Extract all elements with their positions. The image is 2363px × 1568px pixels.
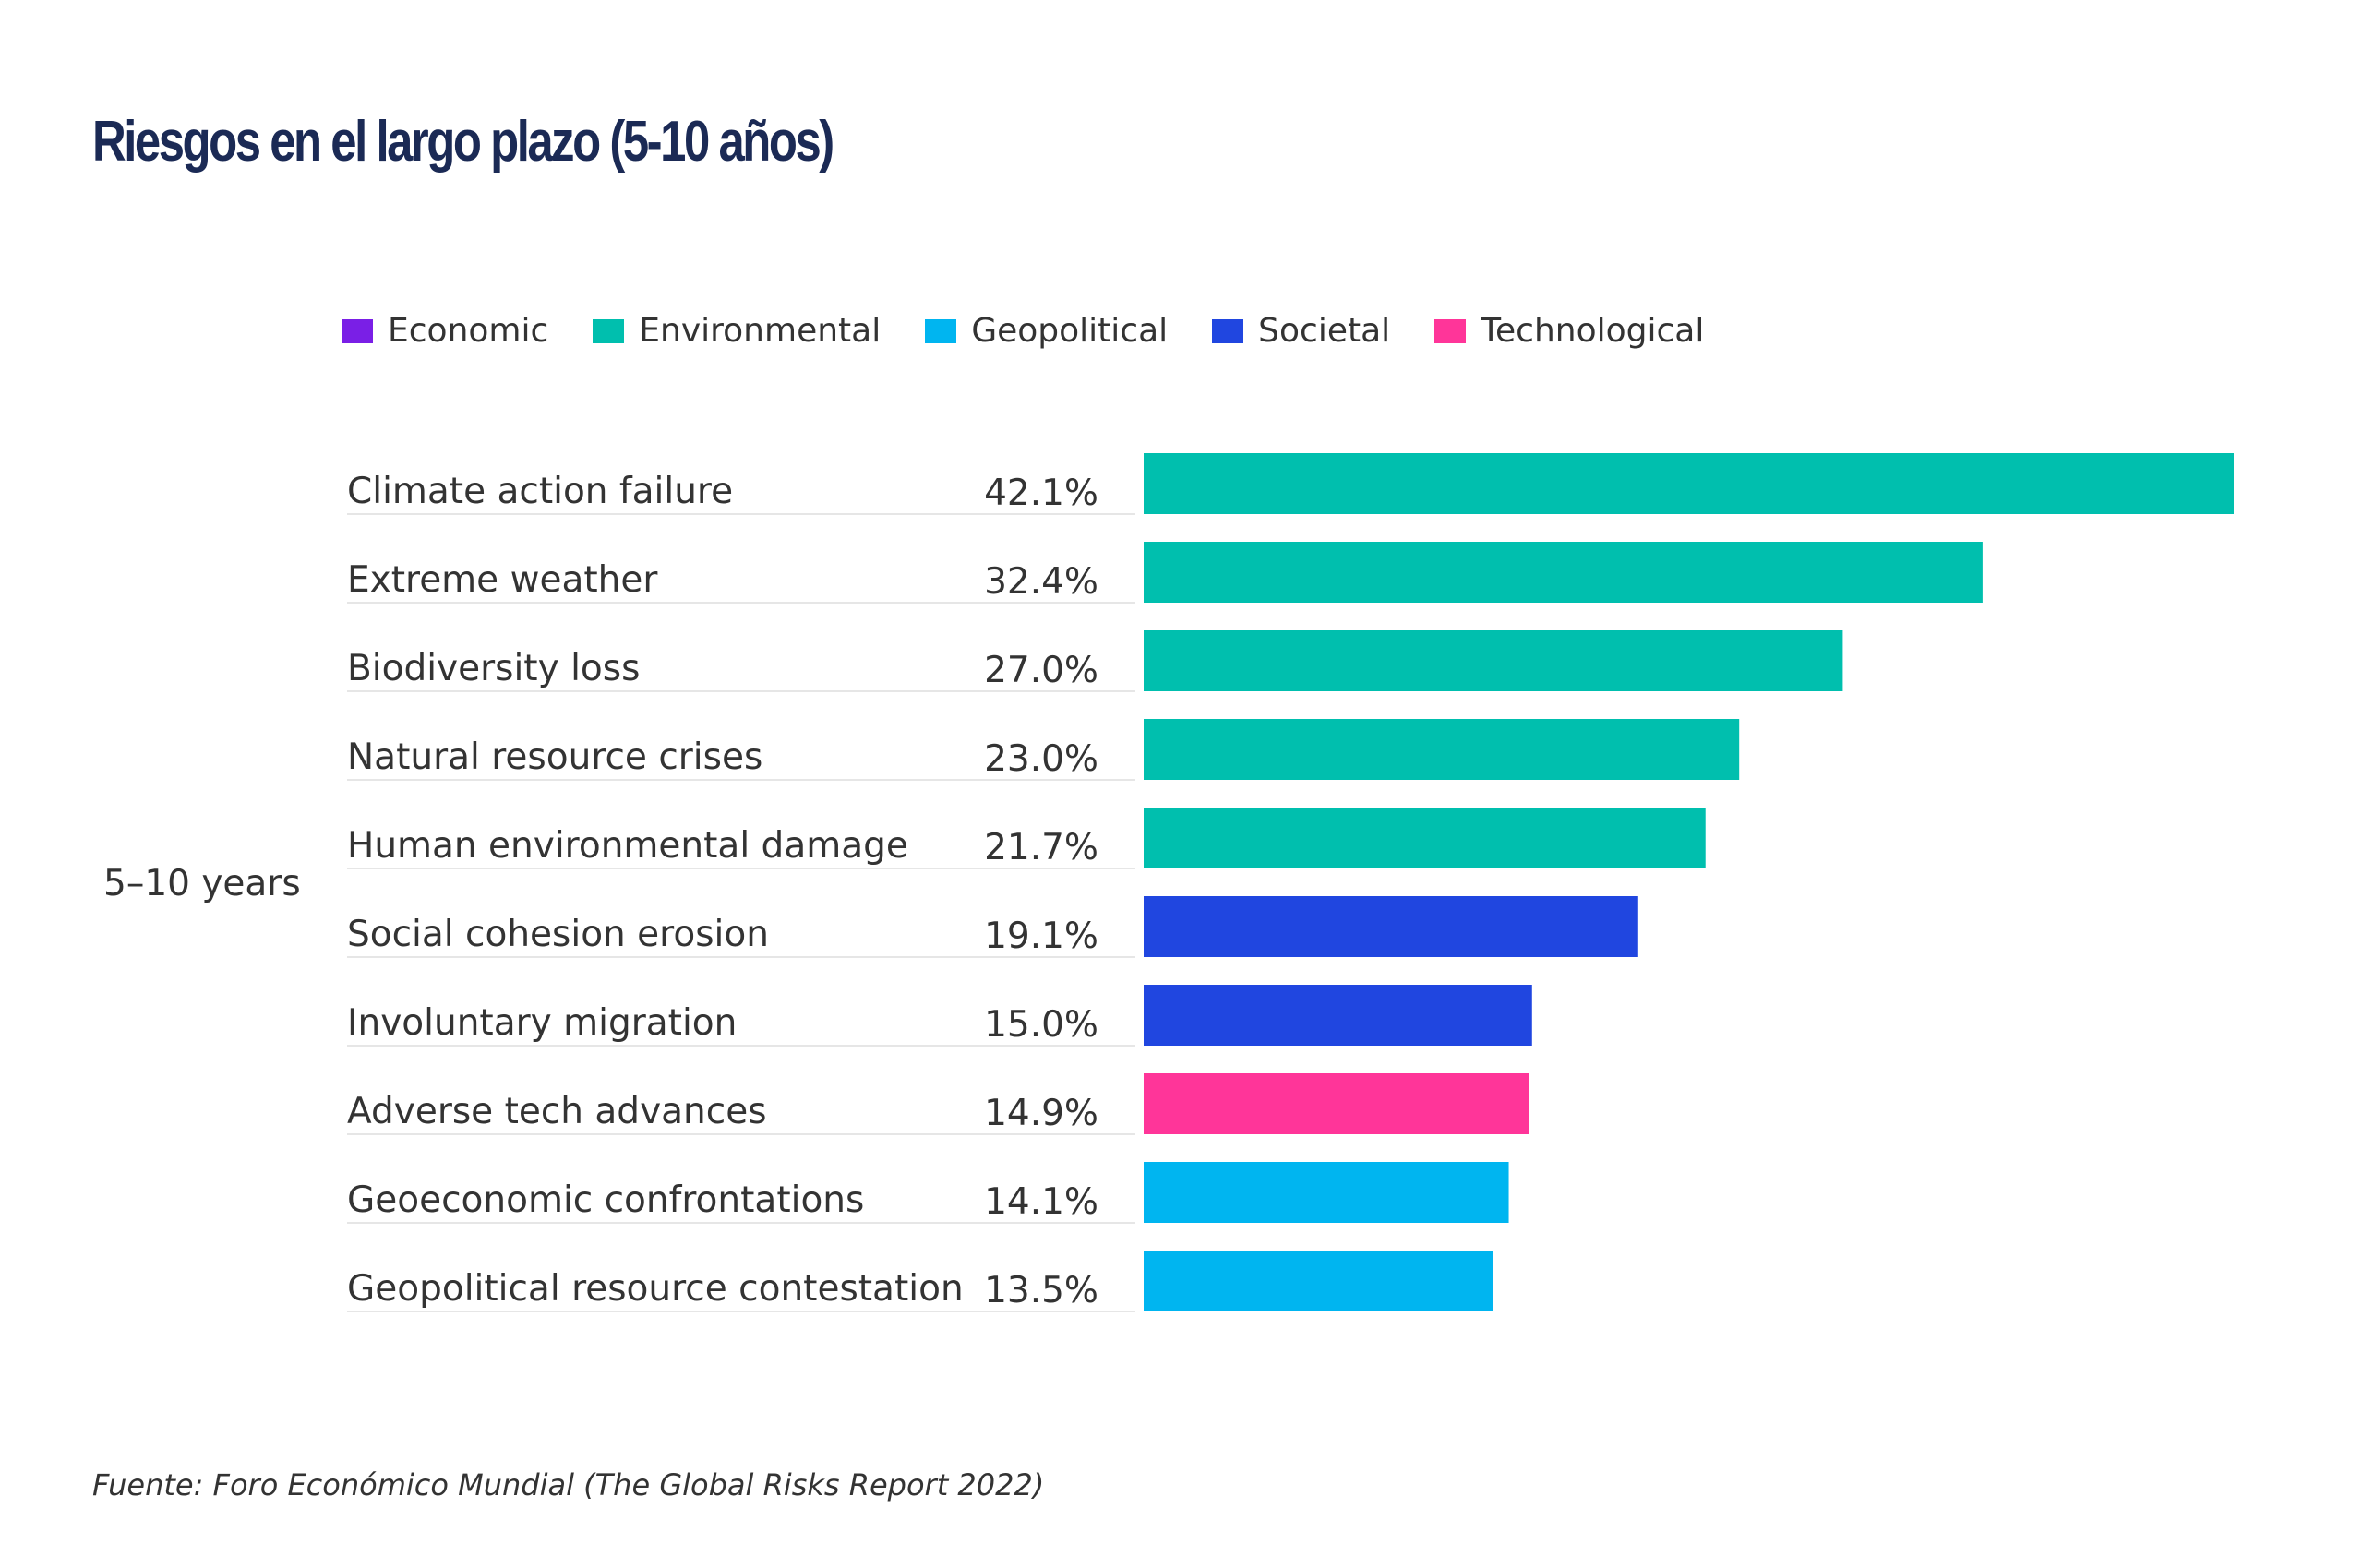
legend-swatch xyxy=(925,318,957,343)
legend-swatch xyxy=(593,318,625,343)
bar xyxy=(1144,630,1843,691)
category-label: Human environmental damage xyxy=(347,825,908,867)
bar xyxy=(1144,453,2234,514)
legend-item-technological: Technological xyxy=(1434,312,1704,350)
bar xyxy=(1144,542,1983,603)
legend-item-geopolitical: Geopolitical xyxy=(925,312,1168,350)
group-label: 5–10 years xyxy=(103,863,301,904)
category-label: Climate action failure xyxy=(347,471,733,512)
legend-label: Technological xyxy=(1481,312,1705,350)
bar xyxy=(1144,1073,1529,1134)
category-label: Involuntary migration xyxy=(347,1002,737,1044)
legend-swatch xyxy=(342,318,373,343)
value-label: 19.1% xyxy=(984,916,1098,957)
category-label: Natural resource crises xyxy=(347,736,762,778)
category-label: Geoeconomic confrontations xyxy=(347,1179,864,1221)
bar xyxy=(1144,985,1532,1046)
value-label: 23.0% xyxy=(984,738,1098,780)
legend-item-environmental: Environmental xyxy=(593,312,881,350)
bar xyxy=(1144,1251,1493,1311)
chart-legend: Economic Environmental Geopolitical Societa… xyxy=(342,312,1748,350)
bar xyxy=(1144,808,1706,868)
legend-label: Geopolitical xyxy=(971,312,1169,350)
value-label: 15.0% xyxy=(984,1004,1098,1046)
legend-item-economic: Economic xyxy=(342,312,548,350)
value-label: 32.4% xyxy=(984,561,1098,603)
category-label: Biodiversity loss xyxy=(347,648,640,689)
category-label: Extreme weather xyxy=(347,559,658,601)
category-label: Social cohesion erosion xyxy=(347,914,769,955)
value-label: 42.1% xyxy=(984,473,1098,514)
category-label: Adverse tech advances xyxy=(347,1091,767,1132)
legend-swatch xyxy=(1212,318,1244,343)
bar xyxy=(1144,1162,1509,1223)
value-label: 27.0% xyxy=(984,650,1098,691)
bar xyxy=(1144,719,1740,780)
category-label: Geopolitical resource contestation xyxy=(347,1268,964,1310)
legend-label: Environmental xyxy=(639,312,882,350)
bar xyxy=(1144,896,1638,957)
legend-swatch xyxy=(1434,318,1467,343)
value-label: 14.1% xyxy=(984,1181,1098,1223)
value-label: 14.9% xyxy=(984,1093,1098,1134)
legend-label: Societal xyxy=(1258,312,1391,350)
page-title: Riesgos en el largo plazo (5-10 años) xyxy=(92,110,834,174)
legend-label: Economic xyxy=(388,312,549,350)
legend-item-societal: Societal xyxy=(1212,312,1390,350)
value-label: 13.5% xyxy=(984,1270,1098,1311)
value-label: 21.7% xyxy=(984,827,1098,868)
source-note: Fuente: Foro Económico Mundial (The Glob… xyxy=(92,1467,1045,1502)
